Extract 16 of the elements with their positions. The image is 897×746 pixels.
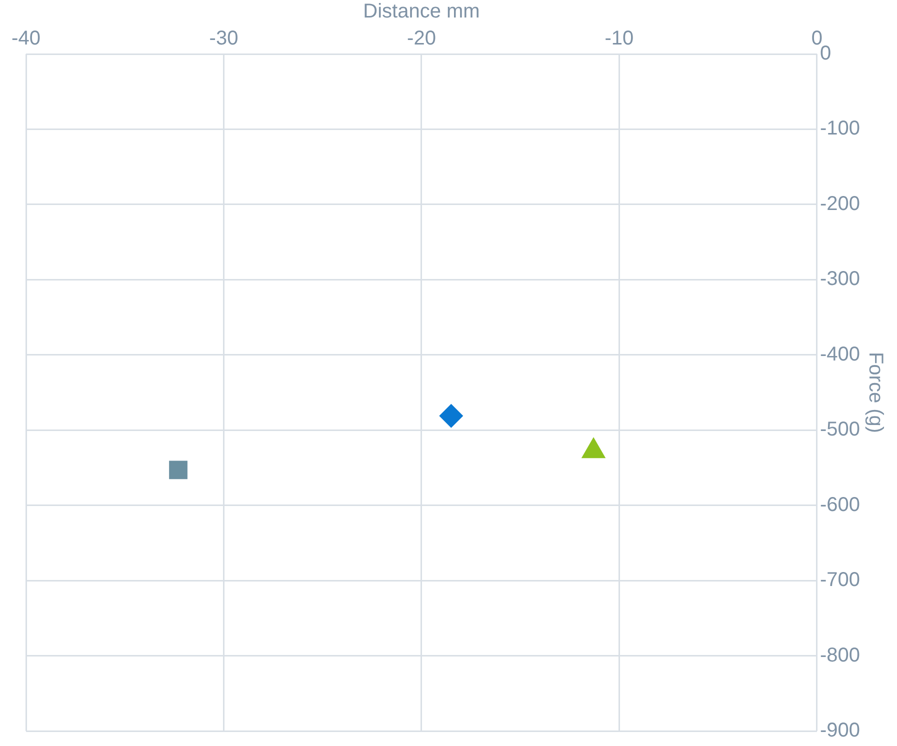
x-tick-label: -40: [12, 28, 40, 50]
y-tick-label: -300: [820, 268, 860, 290]
y-tick-label: -100: [820, 118, 860, 140]
y-axis-title: Force (g): [864, 352, 886, 434]
y-tick-label: -600: [820, 494, 860, 516]
y-tick-label: 0: [820, 42, 832, 65]
x-tick-label: -30: [209, 28, 238, 50]
y-tick-label: -200: [820, 192, 860, 215]
y-tick-label: -500: [820, 418, 860, 441]
y-tick-label: -800: [820, 644, 860, 666]
x-tick-label: -10: [604, 28, 634, 50]
x-axis-title: Distance mm: [363, 0, 480, 23]
x-tick-label: -20: [407, 28, 436, 50]
y-tick-label: -900: [820, 720, 860, 742]
y-tick-label: -400: [820, 343, 860, 366]
y-tick-label: -700: [820, 569, 860, 592]
